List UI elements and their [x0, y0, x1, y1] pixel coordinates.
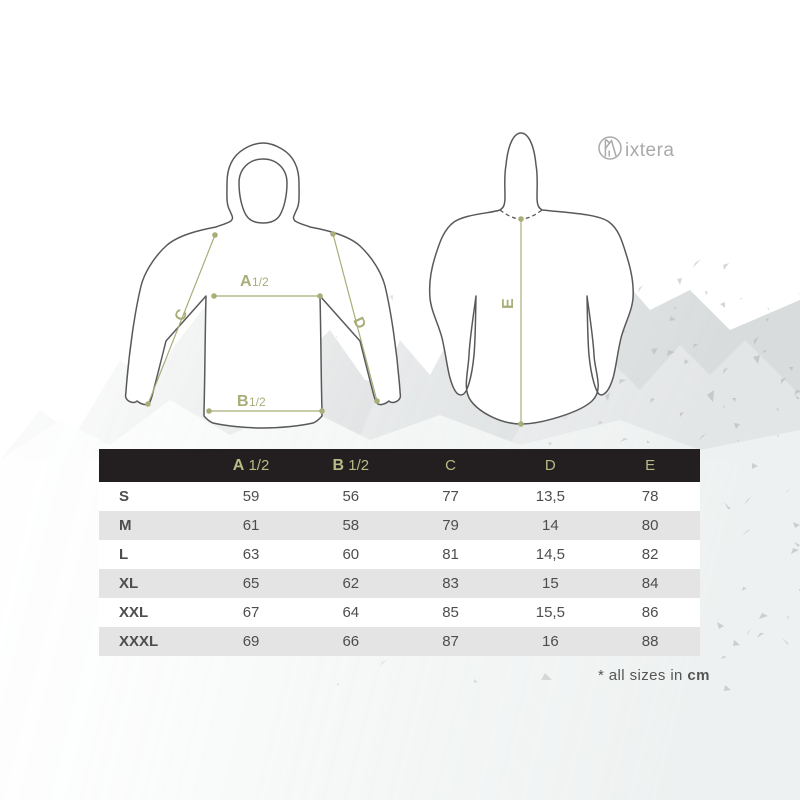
svg-text:ixtera: ixtera: [625, 140, 674, 161]
svg-text:E: E: [500, 298, 517, 309]
